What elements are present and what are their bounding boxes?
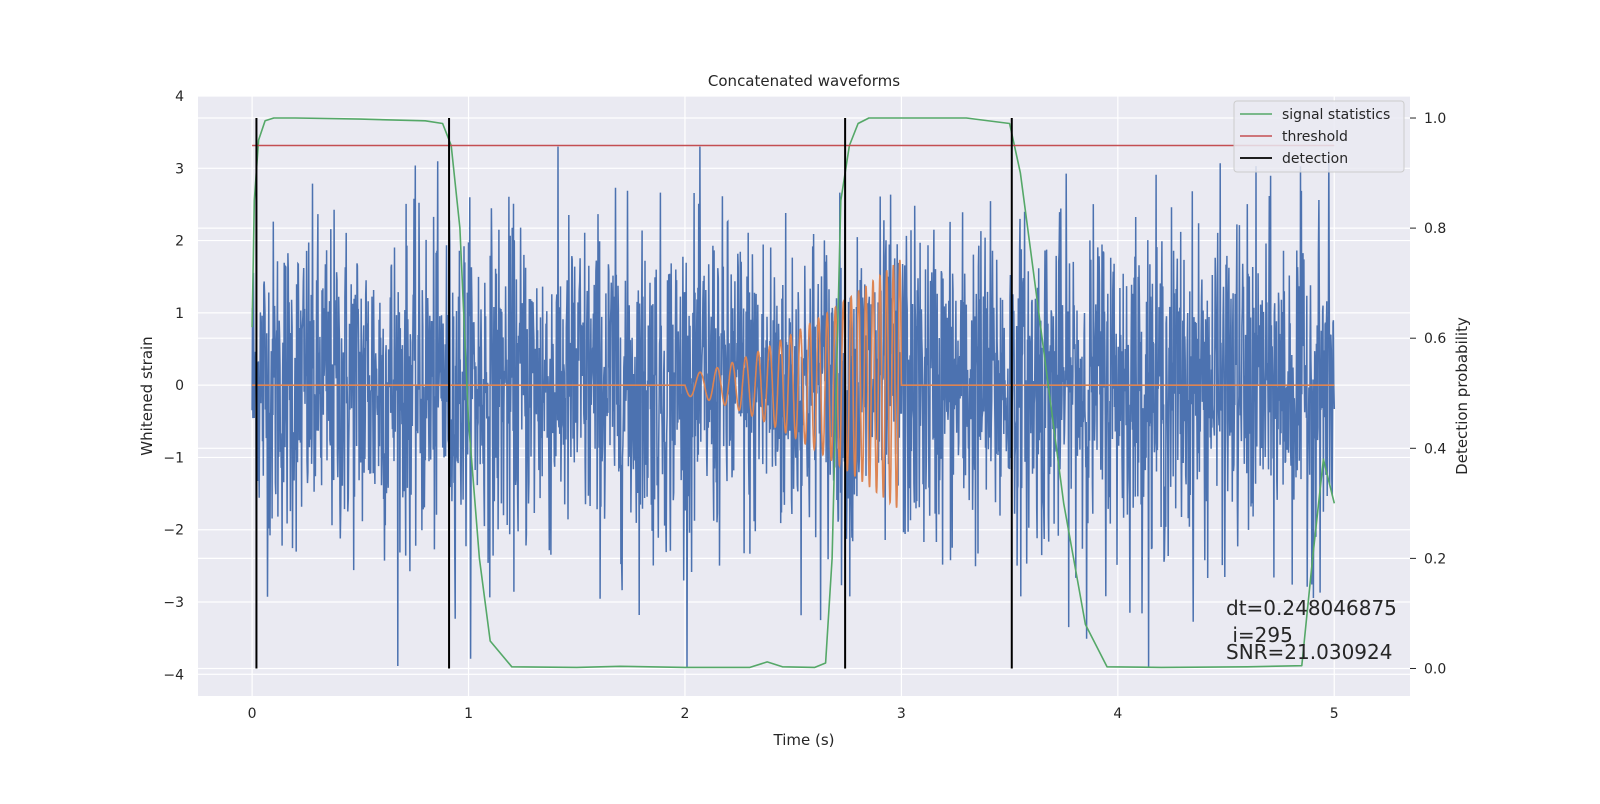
legend-box	[1233, 100, 1405, 173]
legend-label-threshold: threshold	[1282, 129, 1348, 145]
left-y-tick-labels: 4 3 2 1 0 −1 −2 −3 −4	[163, 89, 184, 683]
right-y-tick-label: 0.8	[1424, 221, 1446, 237]
x-tick-label: 4	[1113, 706, 1122, 722]
annotation-dt: dt=0.248046875	[1226, 596, 1397, 620]
left-y-tick-label: 0	[175, 378, 184, 394]
x-tick-label: 2	[681, 706, 690, 722]
legend-label-signal-statistics: signal statistics	[1282, 107, 1390, 123]
left-y-tick-label: −2	[163, 523, 184, 539]
x-tick-label: 5	[1330, 706, 1339, 722]
x-axis-label: Time (s)	[773, 731, 835, 749]
left-y-tick-label: −3	[163, 595, 184, 611]
legend: signal statistics threshold detection	[1233, 100, 1405, 173]
right-y-tick-label: 0.6	[1424, 331, 1446, 347]
series-signal-statistics	[251, 117, 1336, 669]
series-injected-waveform	[252, 259, 1335, 508]
y-right-axis-label: Detection probability	[1453, 317, 1471, 475]
x-tick-label: 1	[464, 706, 473, 722]
chart-title: Concatenated waveforms	[708, 72, 900, 90]
legend-label-detection: detection	[1282, 151, 1348, 167]
annotation-snr: SNR=21.030924	[1226, 640, 1392, 664]
annotation-index: i=295	[1226, 623, 1293, 647]
x-tick-label: 0	[248, 706, 257, 722]
series-layer	[251, 117, 1336, 669]
left-y-tick-label: −4	[163, 667, 184, 683]
x-tick-labels: 0 1 2 3 4 5	[248, 706, 1339, 722]
right-y-tick-labels: 1.0 0.8 0.6 0.4 0.2 0.0	[1410, 111, 1446, 677]
right-y-tick-label: 0.4	[1424, 441, 1446, 457]
x-tick-label: 3	[897, 706, 906, 722]
left-y-tick-label: 1	[175, 306, 184, 322]
left-y-tick-label: −1	[163, 450, 184, 466]
left-y-tick-label: 3	[175, 161, 184, 177]
left-y-tick-label: 4	[175, 89, 184, 105]
left-y-tick-label: 2	[175, 234, 184, 250]
right-y-tick-label: 1.0	[1424, 111, 1446, 127]
y-axis-label: Whitened strain	[138, 336, 156, 455]
right-y-tick-label: 0.2	[1424, 551, 1446, 567]
right-y-tick-label: 0.0	[1424, 661, 1446, 677]
